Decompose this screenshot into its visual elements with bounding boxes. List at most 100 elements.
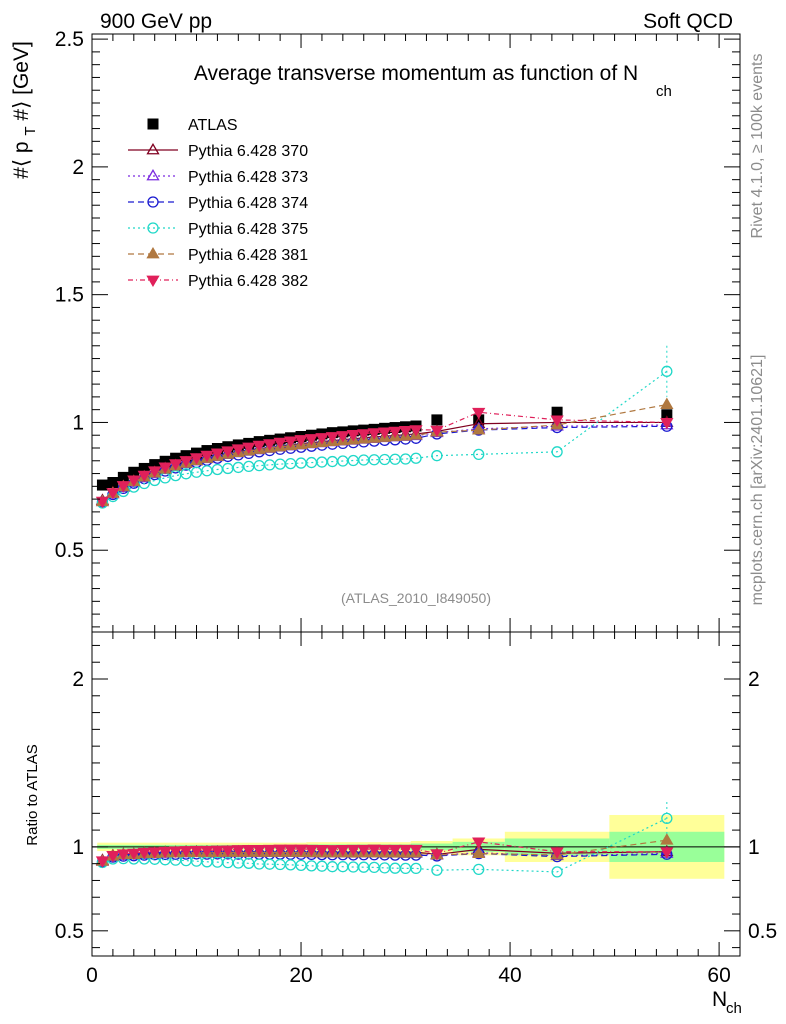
series-point — [473, 448, 485, 461]
series-ratio-point — [410, 862, 422, 875]
series-ratio-point — [315, 844, 329, 857]
ratio-y-tick-label-right: 1 — [748, 836, 760, 859]
series-point — [263, 439, 277, 451]
series-ratio-point — [210, 845, 225, 858]
mcplots-side-label: mcplots.cern.ch [arXiv:2401.10621] — [749, 355, 766, 606]
series-ratio-point — [221, 845, 235, 857]
x-tick-label: 0 — [86, 964, 98, 987]
series-point — [231, 444, 245, 456]
series-point — [315, 433, 329, 445]
legend-label: Pythia 6.428 381 — [188, 247, 308, 264]
series-ratio-point — [357, 844, 371, 857]
x-tick-label: 40 — [498, 964, 521, 987]
series-point — [410, 452, 422, 464]
series-point — [398, 425, 413, 438]
series-ratio-point — [137, 847, 151, 860]
series-ratio-point — [472, 846, 486, 858]
series-ratio-point — [95, 856, 110, 868]
ratio-axes: 0 20 40 60 0.5 0.5 1 1 2 2 — [55, 632, 777, 987]
data-point — [117, 471, 129, 483]
series-ratio-point — [148, 847, 162, 859]
series-point — [304, 434, 319, 446]
data-point — [661, 409, 673, 421]
data-point — [201, 445, 213, 457]
series-point — [189, 453, 204, 465]
series-point — [472, 423, 486, 435]
series-point — [210, 448, 225, 460]
legend-marker — [147, 222, 159, 234]
series-ratio-point — [430, 849, 444, 861]
legend-marker — [147, 196, 159, 208]
y-axis-label-main: #⟨ p — [10, 141, 33, 178]
data-point — [170, 452, 182, 464]
series-point — [431, 450, 443, 462]
series-point — [273, 437, 287, 450]
chart-title: Average transverse momentum as function … — [194, 62, 638, 85]
series-point — [336, 431, 350, 443]
y-tick-label: 1 — [72, 411, 84, 434]
ratio-y-tick-label: 1 — [72, 836, 84, 859]
y-axis-label-tail: #⟩ [GeV] — [10, 41, 33, 120]
series-point — [430, 425, 444, 438]
series-ratio-point — [189, 845, 204, 858]
series-point — [357, 429, 371, 441]
series-point — [148, 466, 162, 478]
y-tick-label: 2 — [72, 156, 84, 179]
legend-marker — [146, 142, 160, 155]
series-ratio-point — [273, 844, 287, 857]
series-point — [95, 496, 110, 509]
legend-marker — [146, 168, 160, 181]
series-point — [378, 427, 392, 439]
data-point — [473, 414, 485, 426]
x-tick-label: 60 — [707, 964, 730, 987]
legend-label: Pythia 6.428 374 — [188, 195, 308, 212]
legend-label-data: ATLAS — [188, 117, 238, 134]
series-point — [200, 450, 214, 463]
series-ratio-line — [102, 817, 668, 873]
series-ratio-point — [473, 863, 485, 876]
analysis-tag: (ATLAS_2010_I849050) — [341, 590, 491, 606]
series-point — [409, 425, 423, 437]
data-point — [96, 479, 108, 491]
series-ratio-point — [158, 846, 172, 859]
series-ratio-point — [106, 851, 120, 863]
series-ratio-point — [283, 844, 298, 857]
series-point — [660, 397, 674, 409]
data-point — [128, 466, 140, 478]
series-ratio-point — [378, 844, 392, 857]
series-ratio-point — [346, 844, 360, 857]
series-point — [158, 462, 172, 474]
series-ratio-point — [660, 847, 674, 859]
series-ratio-point — [325, 845, 340, 857]
series-ratio-point — [472, 837, 486, 849]
series-point — [180, 468, 192, 480]
chart-title-main: Average transverse momentum as function … — [194, 62, 638, 85]
series-point — [472, 407, 486, 420]
data-point — [431, 414, 443, 426]
svg-text:#⟨ p T #⟩ [GeV: #⟨ p T #⟩ [GeV] — [10, 41, 40, 179]
series-point — [660, 418, 674, 430]
series-point — [179, 456, 193, 468]
series-point — [294, 435, 308, 447]
series-point — [221, 446, 235, 458]
series-ratio-point — [116, 849, 130, 861]
x-axis-label-sub: ch — [726, 1000, 742, 1017]
chart-title-subscript: ch — [656, 83, 672, 100]
series-point — [137, 470, 151, 483]
main-panel: 0.5 1 1.5 2 2.5 Average transverse momentum … — [10, 28, 741, 633]
series-point — [116, 481, 130, 493]
series-point — [346, 430, 360, 442]
series-point — [127, 475, 141, 487]
series-point — [190, 466, 203, 478]
series-point — [283, 436, 298, 448]
series-ratio-point — [263, 844, 277, 857]
series-ratio-point — [200, 845, 214, 858]
series-ratio-point — [398, 844, 413, 857]
ratio-y-tick-label-right: 2 — [748, 668, 760, 691]
legend-label: Pythia 6.428 370 — [188, 143, 308, 160]
series-ratio-point — [336, 844, 350, 857]
ratio-y-tick-label: 2 — [72, 668, 84, 691]
series-point — [367, 428, 381, 440]
main-plot-area — [95, 345, 674, 509]
